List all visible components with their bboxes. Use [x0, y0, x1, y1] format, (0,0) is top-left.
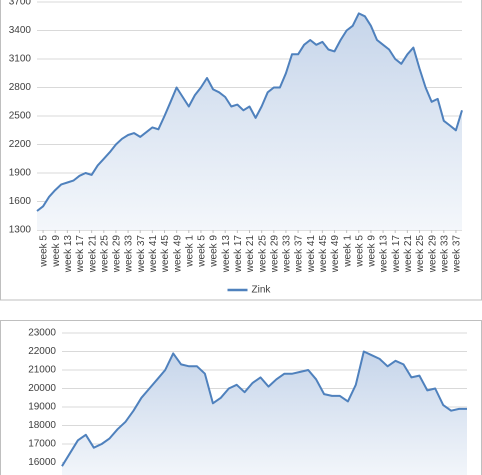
x-tick-label: week 33 — [282, 235, 293, 274]
x-tick-label: week 17 — [391, 235, 402, 274]
legend-label: Zink — [252, 285, 272, 296]
x-tick-label: week 13 — [379, 235, 390, 274]
x-tick-label: week 13 — [63, 235, 74, 274]
x-tick-label: week 17 — [75, 235, 86, 274]
y-tick-label: 16000 — [28, 457, 56, 468]
x-tick-label: week 33 — [439, 235, 450, 274]
x-tick-label: week 5 — [197, 235, 208, 268]
y-tick-label: 23000 — [28, 328, 56, 339]
y-tick-label: 3700 — [9, 0, 32, 8]
y-tick-label: 2500 — [9, 111, 32, 122]
x-tick-label: week 9 — [51, 235, 62, 268]
y-tick-label: 1900 — [9, 168, 32, 179]
y-tick-label: 21000 — [28, 365, 56, 376]
x-tick-label: week 9 — [367, 235, 378, 268]
x-tick-label: week 21 — [87, 235, 98, 274]
x-tick-label: week 25 — [257, 235, 268, 274]
x-tick-label: week 41 — [306, 235, 317, 274]
line — [36, 12, 463, 212]
y-tick-label: 2800 — [9, 82, 32, 93]
y-tick-label: 2200 — [9, 139, 32, 150]
y-tick-label: 3400 — [9, 25, 32, 36]
area-fill — [37, 13, 462, 231]
x-tick-label: week 21 — [403, 235, 414, 274]
x-tick-label: week 45 — [318, 235, 329, 274]
x-tick-label: week 33 — [124, 235, 135, 274]
x-tick-label: week 21 — [245, 235, 256, 274]
x-tick-label: week 29 — [427, 235, 438, 274]
y-tick-label: 20000 — [28, 383, 56, 394]
x-tick-label: week 37 — [136, 235, 147, 274]
y-tick-label: 22000 — [28, 346, 56, 357]
x-tick-label: week 5 — [354, 235, 365, 268]
y-tick-label: 19000 — [28, 402, 56, 413]
x-tick-label: week 49 — [330, 235, 341, 274]
y-tick-label: 1600 — [9, 196, 32, 207]
area-fill — [62, 351, 467, 475]
x-tick-label: week 37 — [452, 235, 463, 274]
y-tick-label: 17000 — [28, 439, 56, 450]
x-tick-label: week 45 — [160, 235, 171, 274]
y-tick-label: 18000 — [28, 420, 56, 431]
x-tick-label: week 25 — [99, 235, 110, 274]
x-tick-label: week 5 — [39, 235, 50, 268]
x-tick-label: week 29 — [112, 235, 123, 274]
x-tick-label: week 13 — [221, 235, 232, 274]
y-tick-label: 1300 — [9, 225, 32, 236]
x-tick-label: week 49 — [172, 235, 183, 274]
y-tick-label: 3100 — [9, 54, 32, 65]
line — [61, 350, 467, 467]
x-tick-label: week 9 — [209, 235, 220, 268]
x-tick-label: week 1 — [342, 235, 353, 268]
x-tick-label: week 41 — [148, 235, 159, 274]
x-tick-label: week 17 — [233, 235, 244, 274]
x-tick-label: week 37 — [294, 235, 305, 274]
x-tick-label: week 1 — [184, 235, 195, 268]
x-tick-label: week 25 — [415, 235, 426, 274]
x-tick-label: week 29 — [269, 235, 280, 274]
